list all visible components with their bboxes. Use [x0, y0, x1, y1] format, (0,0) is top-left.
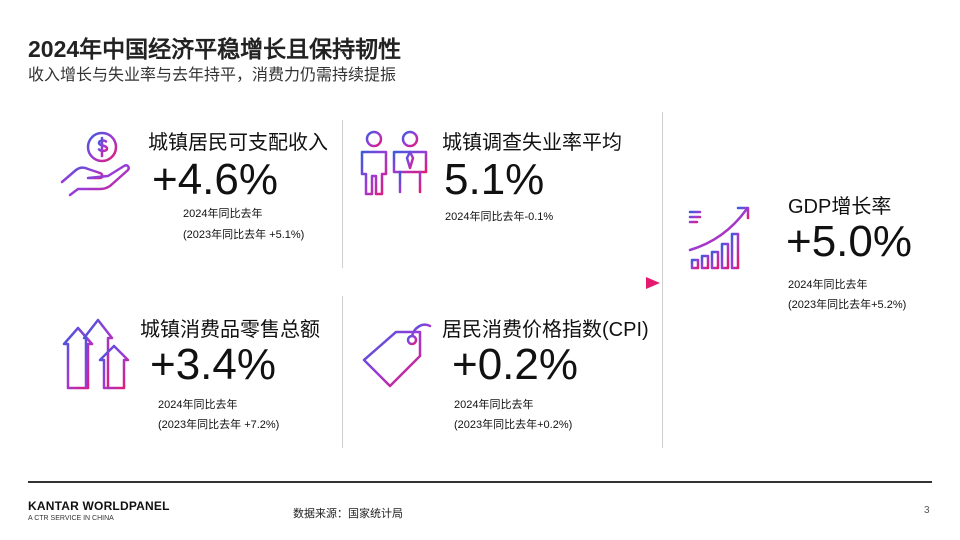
unemployment-note: 2024年同比去年-0.1% [445, 211, 554, 223]
cpi-note-prev: (2023年同比去年+0.2%) [454, 419, 573, 431]
gdp-note-prev: (2023年同比去年+5.2%) [788, 299, 907, 311]
cpi-label: 居民消费价格指数(CPI) [442, 319, 649, 341]
growth-chart-icon [686, 206, 758, 274]
divider-vertical-right [662, 112, 663, 448]
people-survey-icon [360, 130, 428, 196]
timeline-arrow [42, 277, 660, 289]
divider-vertical-bottom [342, 296, 343, 448]
gdp-value: +5.0% [786, 217, 912, 266]
page-subtitle: 收入增长与失业率与去年持平，消费力仍需持续提振 [28, 67, 397, 84]
income-label: 城镇居民可支配收入 [148, 132, 328, 154]
unemployment-value: 5.1% [444, 155, 545, 204]
data-source: 数据来源：国家统计局 [293, 508, 403, 520]
footer-divider [28, 481, 932, 483]
gdp-note: 2024年同比去年 [788, 279, 868, 291]
cpi-value: +0.2% [452, 340, 578, 389]
hand-coin-icon [60, 131, 130, 197]
retail-label: 城镇消费品零售总额 [140, 319, 320, 341]
gdp-label: GDP增长率 [788, 196, 892, 218]
brand-logo: KANTAR WORLDPANEL [28, 499, 170, 513]
income-value: +4.6% [152, 155, 278, 204]
cpi-note: 2024年同比去年 [454, 399, 534, 411]
arrows-up-icon [62, 318, 130, 390]
retail-note-prev: (2023年同比去年 +7.2%) [158, 419, 280, 431]
retail-note: 2024年同比去年 [158, 399, 238, 411]
unemployment-label: 城镇调查失业率平均 [442, 132, 622, 154]
page-number: 3 [924, 505, 930, 516]
income-note-prev: (2023年同比去年 +5.1%) [183, 229, 305, 241]
divider-vertical-top [342, 120, 343, 268]
brand-tagline: A CTR SERVICE IN CHINA [28, 515, 114, 522]
price-tag-icon [362, 323, 432, 388]
retail-value: +3.4% [150, 340, 276, 389]
page-title: 2024年中国经济平稳增长且保持韧性 [28, 36, 402, 62]
income-note: 2024年同比去年 [183, 208, 263, 220]
